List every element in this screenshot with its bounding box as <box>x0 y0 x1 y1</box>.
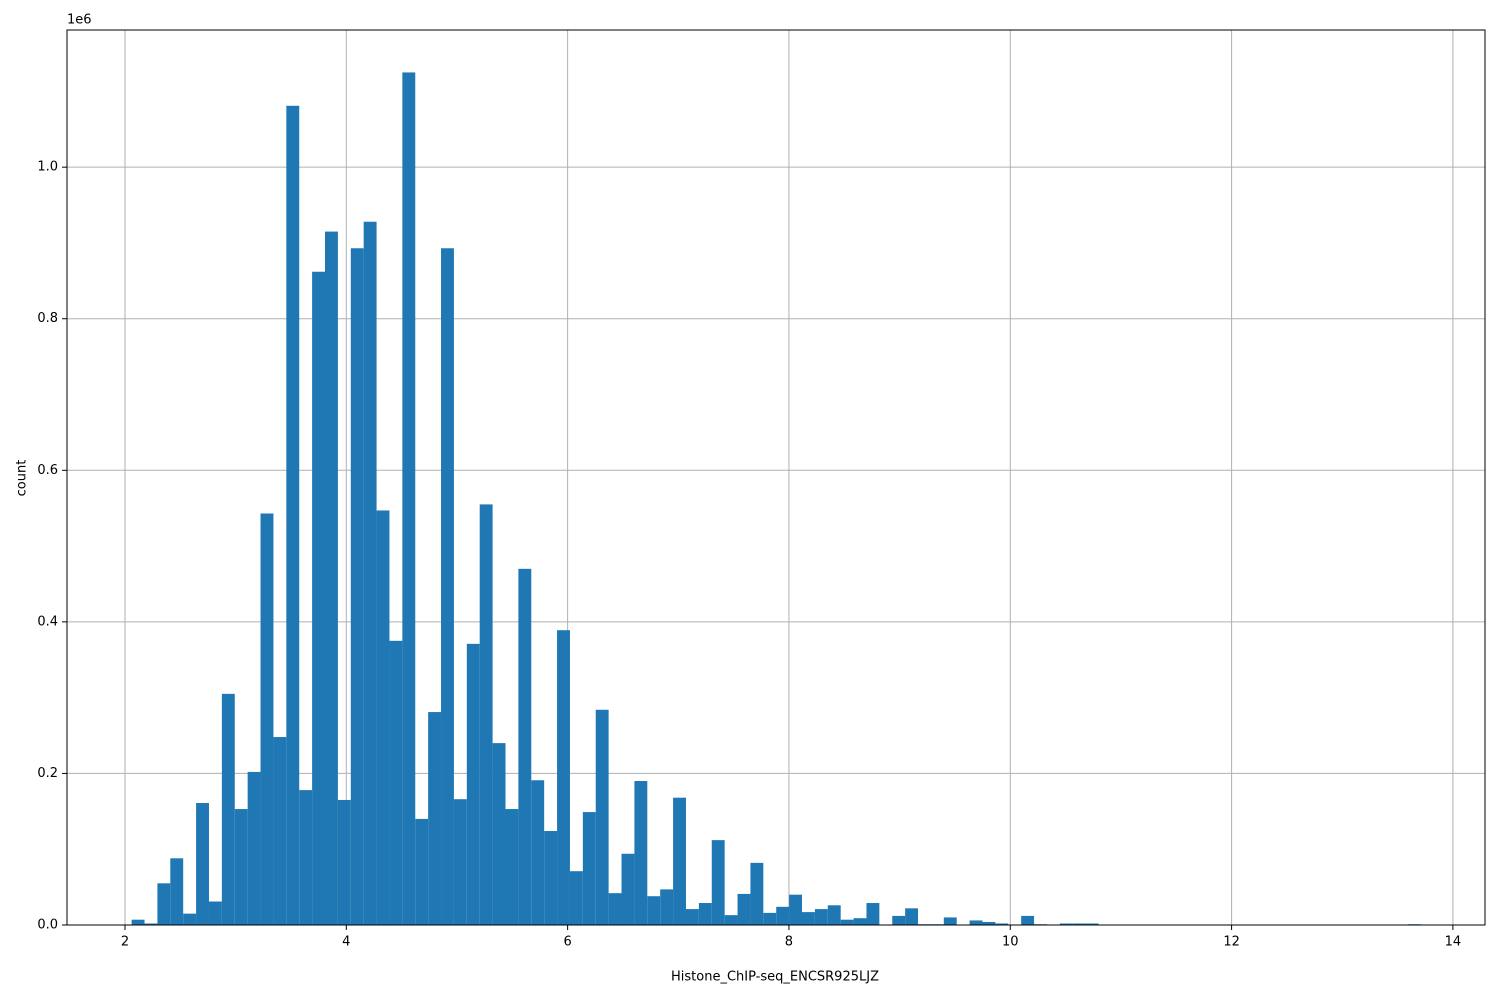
bar <box>505 809 519 925</box>
bar <box>389 640 403 925</box>
bar <box>157 883 171 925</box>
y-tick-label: 0.0 <box>37 918 58 933</box>
bar <box>273 737 287 925</box>
bar <box>827 905 841 925</box>
bar <box>363 221 377 926</box>
x-tick-label: 6 <box>563 935 571 950</box>
bar <box>776 906 790 925</box>
bar <box>608 893 622 925</box>
bar <box>853 918 867 925</box>
y-tick-label: 0.8 <box>37 311 58 326</box>
bar <box>234 809 248 925</box>
bar <box>763 912 777 925</box>
bar <box>402 72 416 926</box>
plot-frame <box>66 29 1486 926</box>
bar <box>441 248 454 925</box>
bar <box>660 889 674 925</box>
bar <box>518 568 532 925</box>
bar <box>737 893 751 925</box>
x-tick-label: 8 <box>785 935 793 950</box>
bar <box>750 862 764 925</box>
bar <box>208 901 222 925</box>
bar <box>325 231 338 926</box>
bar <box>711 840 725 925</box>
bar <box>531 780 545 925</box>
bar <box>196 802 209 925</box>
bar <box>376 510 390 925</box>
y-offset-label: 1e6 <box>67 13 92 28</box>
y-tick-label: 0.6 <box>37 463 58 478</box>
bar <box>802 912 815 925</box>
bar <box>170 858 184 925</box>
y-tick-label: 1.0 <box>37 160 58 175</box>
bar <box>350 248 364 925</box>
bar <box>866 903 880 925</box>
bar <box>982 921 996 925</box>
bar <box>789 894 803 925</box>
bar <box>943 917 957 925</box>
bar <box>1059 923 1073 925</box>
bar <box>1085 923 1099 925</box>
bar <box>492 743 506 925</box>
bar <box>595 709 609 925</box>
y-tick-label: 0.2 <box>37 766 58 781</box>
bar <box>647 896 661 925</box>
bar <box>312 271 326 925</box>
bar <box>221 693 235 925</box>
bar <box>247 771 261 925</box>
x-tick-label: 4 <box>342 935 350 950</box>
bar <box>544 831 558 925</box>
x-tick-label: 14 <box>1445 935 1462 950</box>
bar <box>698 903 712 925</box>
bar <box>892 915 906 925</box>
bar <box>144 923 158 925</box>
x-axis-label: Histone_ChIP-seq_ENCSR925LJZ <box>671 970 879 985</box>
bar <box>131 919 145 925</box>
x-tick-label: 2 <box>121 935 129 950</box>
y-axis-label: count <box>15 460 30 497</box>
bar <box>183 913 197 925</box>
bar <box>582 812 596 925</box>
bar <box>995 923 1009 925</box>
bar <box>569 871 583 925</box>
bar <box>260 513 274 925</box>
bar <box>814 909 828 925</box>
bar <box>479 504 493 925</box>
bar <box>724 915 738 925</box>
bar <box>557 630 570 925</box>
bar <box>286 105 300 926</box>
bar <box>969 920 983 925</box>
bar <box>337 799 351 925</box>
y-tick-label: 0.4 <box>37 614 58 629</box>
x-tick-label: 12 <box>1223 935 1240 950</box>
bar <box>466 643 480 925</box>
bar <box>299 790 313 925</box>
bar <box>1072 923 1086 925</box>
bar <box>685 909 699 925</box>
bar <box>1021 915 1035 925</box>
bar <box>415 818 429 925</box>
bar <box>673 797 686 925</box>
bar <box>453 799 467 925</box>
bar <box>840 919 854 925</box>
bar <box>634 781 648 925</box>
bar <box>905 908 919 925</box>
x-tick-label: 10 <box>1002 935 1019 950</box>
bar <box>428 712 442 925</box>
bar <box>621 853 635 925</box>
